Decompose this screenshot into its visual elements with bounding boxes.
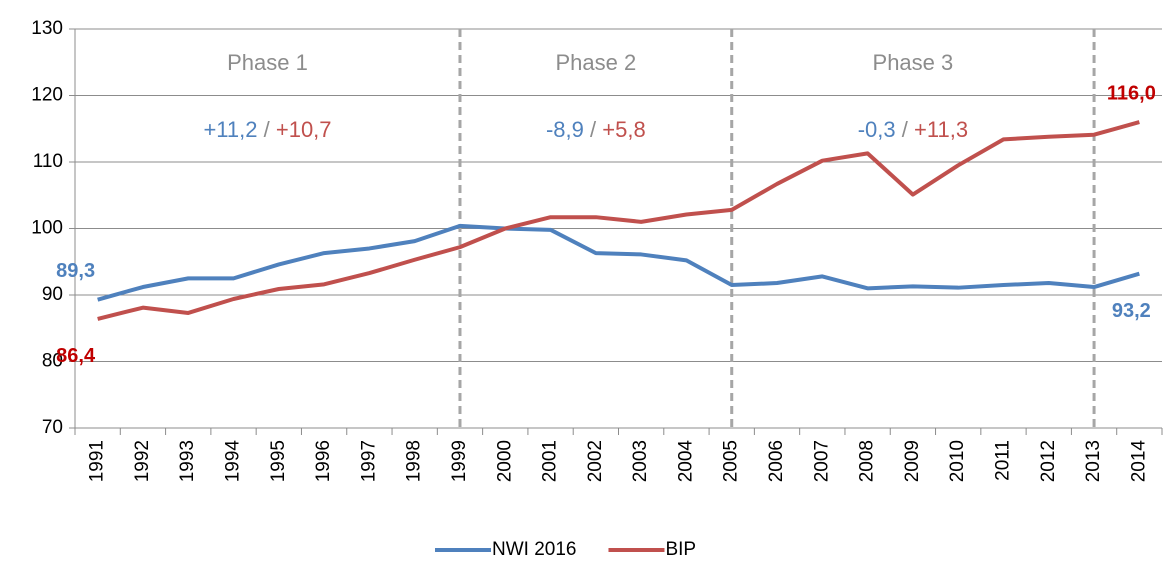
x-tick-label: 2011 [992, 440, 1013, 481]
data-label: 86,4 [56, 345, 96, 367]
separator: / [264, 117, 271, 142]
separator: / [902, 117, 909, 142]
x-tick-label: 1992 [132, 440, 153, 482]
x-tick-label: 1996 [313, 440, 334, 482]
x-tick-label: 2013 [1083, 440, 1104, 482]
x-tick-label: 2001 [540, 440, 561, 482]
nwi-change: -0,3 [858, 117, 896, 142]
phase-change: -0,3 / +11,3 [858, 117, 968, 142]
y-tick-label: 80 [42, 351, 63, 372]
y-tick-label: 130 [31, 18, 63, 39]
x-tick-label: 2008 [857, 440, 878, 482]
legend-label: BIP [665, 539, 696, 560]
x-tick-label: 1999 [449, 440, 470, 482]
x-tick-label: 1991 [87, 440, 108, 482]
x-tick-label: 2004 [675, 440, 696, 483]
x-tick-label: 2009 [902, 440, 923, 482]
phase-change: +11,2 / +10,7 [203, 117, 331, 142]
y-tick-label: 70 [42, 417, 63, 438]
x-tick-label: 2003 [630, 440, 651, 482]
y-tick-label: 100 [31, 218, 63, 239]
x-tick-label: 1995 [268, 440, 289, 482]
nwi-change: -8,9 [546, 117, 584, 142]
y-tick-label: 110 [33, 151, 63, 172]
data-label: 116,0 [1107, 82, 1156, 104]
legend-label: NWI 2016 [492, 539, 576, 560]
y-tick-label: 120 [31, 85, 63, 106]
separator: / [590, 117, 597, 142]
y-tick-label: 90 [42, 284, 63, 305]
bip-change: +5,8 [602, 117, 645, 142]
x-tick-label: 2005 [721, 440, 742, 482]
phase-label: Phase 2 [555, 50, 636, 75]
x-tick-label: 2014 [1128, 440, 1149, 483]
phase-label: Phase 3 [873, 50, 954, 75]
x-tick-label: 1993 [177, 440, 198, 482]
x-tick-label: 1994 [223, 440, 244, 483]
x-tick-label: 2007 [811, 440, 832, 482]
bip-change: +10,7 [276, 117, 332, 142]
x-tick-label: 2000 [494, 440, 515, 482]
x-tick-label: 1998 [404, 440, 425, 482]
data-label: 93,2 [1112, 300, 1151, 322]
x-tick-label: 2002 [585, 440, 606, 482]
x-tick-label: 2010 [947, 440, 968, 482]
x-tick-label: 2006 [766, 440, 787, 482]
series-line [97, 223, 1140, 302]
x-tick-label: 2012 [1038, 440, 1059, 482]
bip-change: +11,3 [914, 117, 968, 142]
x-tick-label: 1997 [358, 440, 379, 482]
nwi-change: +11,2 [203, 117, 257, 142]
data-label: 89,3 [56, 260, 95, 282]
series-line [97, 120, 1140, 321]
phase-change: -8,9 / +5,8 [546, 117, 646, 142]
phase-label: Phase 1 [227, 50, 308, 75]
